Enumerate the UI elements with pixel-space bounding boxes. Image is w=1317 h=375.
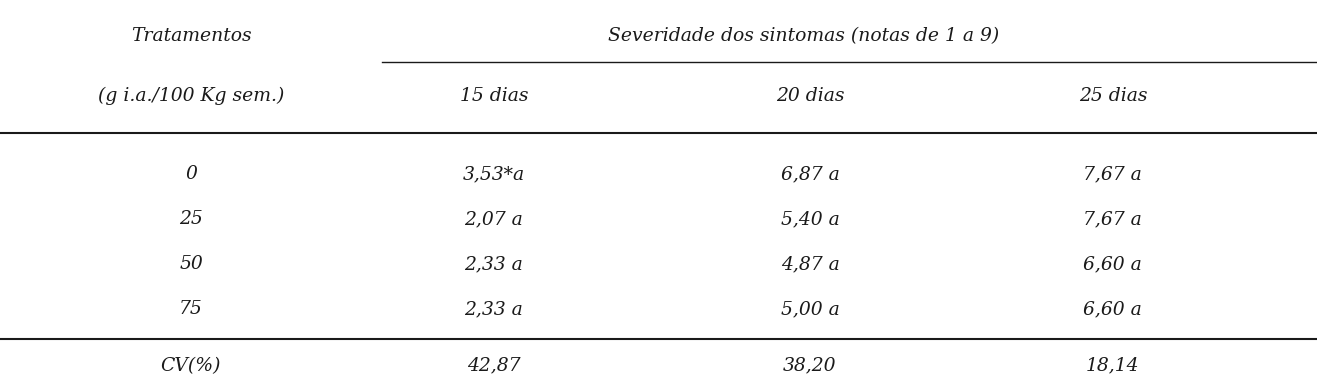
Text: 15 dias: 15 dias	[460, 87, 528, 105]
Text: 7,67 a: 7,67 a	[1084, 165, 1142, 183]
Text: 0: 0	[184, 165, 198, 183]
Text: 50: 50	[179, 255, 203, 273]
Text: 3,53*a: 3,53*a	[462, 165, 525, 183]
Text: 5,40 a: 5,40 a	[781, 210, 839, 228]
Text: 75: 75	[179, 300, 203, 318]
Text: 4,87 a: 4,87 a	[781, 255, 839, 273]
Text: 18,14: 18,14	[1087, 357, 1139, 375]
Text: 20 dias: 20 dias	[776, 87, 844, 105]
Text: 6,60 a: 6,60 a	[1084, 300, 1142, 318]
Text: Tratamentos: Tratamentos	[130, 27, 252, 45]
Text: 42,87: 42,87	[468, 357, 520, 375]
Text: (g i.a./100 Kg sem.): (g i.a./100 Kg sem.)	[97, 87, 284, 105]
Text: CV(%): CV(%)	[161, 357, 221, 375]
Text: 2,33 a: 2,33 a	[465, 255, 523, 273]
Text: 5,00 a: 5,00 a	[781, 300, 839, 318]
Text: 2,07 a: 2,07 a	[465, 210, 523, 228]
Text: 7,67 a: 7,67 a	[1084, 210, 1142, 228]
Text: 25 dias: 25 dias	[1079, 87, 1147, 105]
Text: 6,87 a: 6,87 a	[781, 165, 839, 183]
Text: 25: 25	[179, 210, 203, 228]
Text: 38,20: 38,20	[784, 357, 836, 375]
Text: 6,60 a: 6,60 a	[1084, 255, 1142, 273]
Text: Severidade dos sintomas (notas de 1 a 9): Severidade dos sintomas (notas de 1 a 9)	[607, 27, 1000, 45]
Text: 2,33 a: 2,33 a	[465, 300, 523, 318]
